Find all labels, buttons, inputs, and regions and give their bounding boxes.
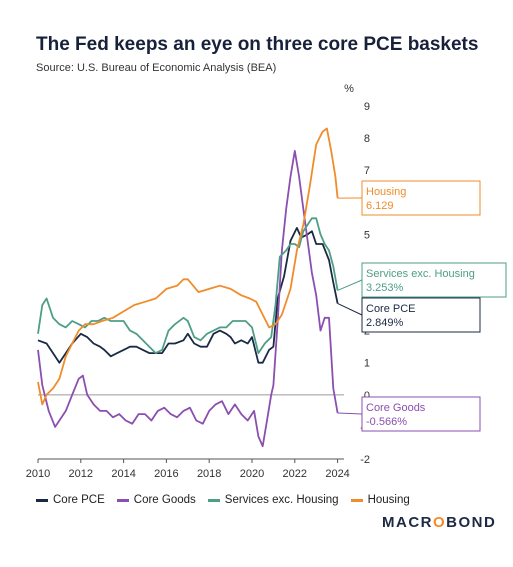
x-tick-label: 2016 [154,468,178,480]
brand-o: O [433,514,447,531]
chart-title: The Fed keeps an eye on three core PCE b… [36,34,479,55]
legend-label-core-goods: Core Goods [133,494,196,506]
callout-box-core-goods [361,396,481,432]
callout-value-core-goods: -0.566% [366,416,407,428]
macrobond-logo: MACROBOND [382,514,496,531]
series-line-services-ex-housing [37,217,339,354]
callout-connector-core-pce [337,302,363,316]
y-unit-label: % [344,83,354,95]
legend-swatch-core-pce [36,498,48,502]
legend-label-core-pce: Core PCE [53,494,105,506]
callout-label-services-ex-housing: Services exc. Housing [366,268,475,280]
brand-post: BOND [446,514,497,531]
callout-box-services-ex-housing [361,262,507,298]
y-tick-label: 1 [364,358,370,370]
callout-value-housing: 6.129 [366,200,394,212]
callout-box-core-pce [361,297,481,333]
x-tick-label: 2024 [325,468,349,480]
x-tick-label: 2020 [240,468,264,480]
y-tick-label: 7 [364,165,370,177]
legend-swatch-housing [350,498,363,502]
legend-label-services-ex-housing: Services exc. Housing [224,494,339,506]
series-line-core-goods [37,150,339,448]
series-line-core-pce [37,227,339,364]
callout-connector-services-ex-housing [337,279,363,291]
y-tick-label: -2 [360,454,370,466]
callout-value-services-ex-housing: 3.253% [366,282,404,294]
x-tick-label: 2014 [111,468,135,480]
legend-item-core-pce: Core PCE [36,494,105,506]
x-tick-label: 2022 [283,468,307,480]
callout-value-core-pce: 2.849% [366,317,404,329]
callout-connector-core-goods [337,412,363,415]
y-tick-label: 8 [364,133,370,145]
legend-swatch-services-ex-housing [207,498,220,502]
callout-box-housing [361,180,481,216]
series-line-housing [37,127,339,406]
y-tick-label: 5 [364,229,370,241]
y-tick-label: 0 [364,390,370,402]
x-tick-label: 2018 [197,468,221,480]
chart-subtitle: Source: U.S. Bureau of Economic Analysis… [36,62,277,74]
callout-label-housing: Housing [366,186,406,198]
legend-item-services-ex-housing: Services exc. Housing [207,494,339,506]
y-tick-label: 9 [364,101,370,113]
callout-label-core-goods: Core Goods [366,402,426,414]
callout-label-core-pce: Core PCE [366,303,416,315]
legend-item-housing: Housing [350,494,410,506]
x-tick-label: 2012 [69,468,93,480]
x-tick-label: 2010 [26,468,50,480]
legend-item-core-goods: Core Goods [116,494,196,506]
chart-legend: Core PCE Core Goods Services exc. Housin… [36,494,410,506]
legend-swatch-core-goods [116,498,129,502]
legend-label-housing: Housing [367,494,410,506]
brand-pre: MACR [382,514,433,531]
